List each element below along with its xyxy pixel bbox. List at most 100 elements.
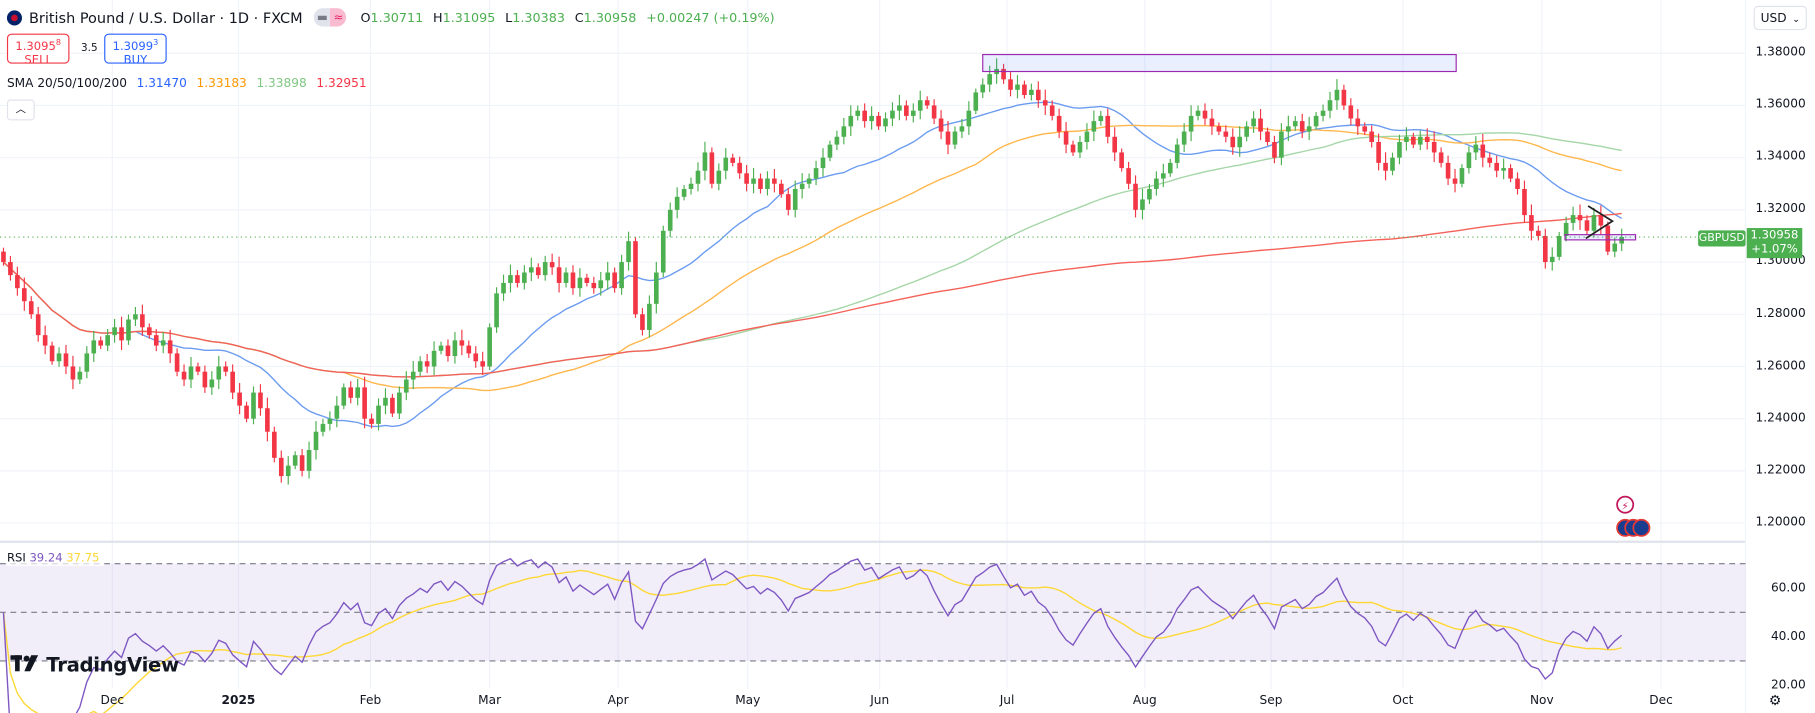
candle-body <box>1292 121 1298 127</box>
tradingview-logo[interactable]: TradingView <box>10 654 179 677</box>
candle <box>1133 175 1138 218</box>
candle-body <box>681 188 687 197</box>
candle-body <box>1480 144 1486 158</box>
candle <box>494 287 499 333</box>
candle <box>431 341 437 376</box>
candle <box>1035 81 1041 108</box>
candle-body <box>473 353 479 362</box>
candle <box>1501 158 1506 180</box>
candle <box>813 160 819 186</box>
candle-body <box>841 126 847 137</box>
candle-body <box>341 387 347 406</box>
candle-body <box>1 251 6 263</box>
candle-body <box>508 275 513 283</box>
candle <box>167 329 173 363</box>
candle-body <box>153 335 159 346</box>
sma20-value: 1.31470 <box>136 76 187 91</box>
candle <box>140 304 145 336</box>
candle-body <box>98 340 104 346</box>
settings-gear-icon[interactable]: ⚙ <box>1768 692 1782 709</box>
candle <box>181 364 187 387</box>
approx-icon[interactable]: ≈ <box>330 8 347 27</box>
candle-body <box>695 170 701 184</box>
chevron-up-icon[interactable]: ︿ <box>6 99 35 121</box>
candle <box>897 94 902 121</box>
candle-body <box>1029 89 1034 96</box>
candle-body <box>890 110 895 119</box>
price-tick: 1.38000 <box>1755 45 1806 60</box>
candle-body <box>237 392 242 406</box>
candle <box>1313 111 1319 130</box>
candle-body <box>355 387 360 398</box>
price-tick: 1.20000 <box>1755 514 1806 529</box>
indicator-toggle[interactable]: ▬ ≈ <box>314 8 347 27</box>
candle <box>174 348 180 377</box>
candle <box>1084 123 1090 150</box>
candle-body <box>1327 100 1333 111</box>
candle <box>570 265 576 295</box>
candle-body <box>223 366 229 372</box>
tradingview-logo-icon <box>10 654 40 677</box>
buy-button[interactable]: 1.30993 BUY <box>104 33 167 68</box>
candle <box>904 100 909 121</box>
candle-body <box>209 379 215 388</box>
triangle-pattern <box>1585 205 1615 240</box>
candle <box>1369 125 1374 148</box>
candle <box>348 381 354 404</box>
candle-body <box>167 340 173 354</box>
sell-button[interactable]: 1.30958 SELL <box>6 33 70 68</box>
candle-body <box>1577 215 1583 221</box>
time-tick: Nov <box>1529 693 1554 708</box>
candle <box>591 276 597 294</box>
candle-body <box>112 327 117 336</box>
symbol-title[interactable]: British Pound / U.S. Dollar · 1D · FXCM <box>28 8 303 27</box>
sma-legend[interactable]: SMA 20/50/100/200 1.31470 1.33183 1.3389… <box>7 76 372 90</box>
candle-body <box>522 272 527 283</box>
candle <box>1091 110 1097 142</box>
rsi-pane <box>0 557 1746 713</box>
candle-body <box>216 366 222 380</box>
candle <box>695 162 701 192</box>
candle <box>890 102 895 127</box>
candle <box>216 355 222 390</box>
candle <box>1431 131 1437 162</box>
candle-body <box>1383 162 1388 171</box>
candle <box>251 386 256 425</box>
candle <box>987 65 993 93</box>
candle <box>1327 91 1333 119</box>
candle <box>230 364 235 400</box>
candle <box>508 264 513 293</box>
time-tick: Aug <box>1132 693 1157 708</box>
candle <box>876 111 881 130</box>
candle <box>147 323 152 339</box>
currency-select[interactable]: USD ⌄ <box>1753 5 1807 31</box>
candle-body <box>897 105 902 111</box>
candle <box>91 330 97 362</box>
rsi-legend[interactable]: RSI 39.24 37.75 <box>6 552 105 567</box>
candle-body <box>265 408 270 432</box>
candle <box>334 396 340 428</box>
lightning-glyph: ⚡ <box>1622 500 1629 512</box>
rsi-value: 39.24 <box>29 552 63 565</box>
candle <box>1195 105 1201 121</box>
candle <box>1202 103 1208 126</box>
candle-body <box>744 173 749 184</box>
candle <box>577 268 583 297</box>
sma100-value: 1.33898 <box>256 76 307 91</box>
candle-body <box>1598 215 1604 226</box>
candle-body <box>1397 141 1402 158</box>
candle <box>751 167 756 194</box>
candle-body <box>1459 168 1465 184</box>
candle <box>848 105 854 136</box>
candle <box>667 202 673 238</box>
candle-body <box>633 241 638 315</box>
candle-body <box>390 397 395 414</box>
candle-body <box>1584 220 1590 231</box>
candle-body <box>1001 68 1006 80</box>
candle <box>278 450 284 483</box>
candle <box>688 177 694 195</box>
candle <box>1397 134 1402 165</box>
minus-icon[interactable]: ▬ <box>314 8 331 27</box>
candle-body <box>244 405 249 419</box>
